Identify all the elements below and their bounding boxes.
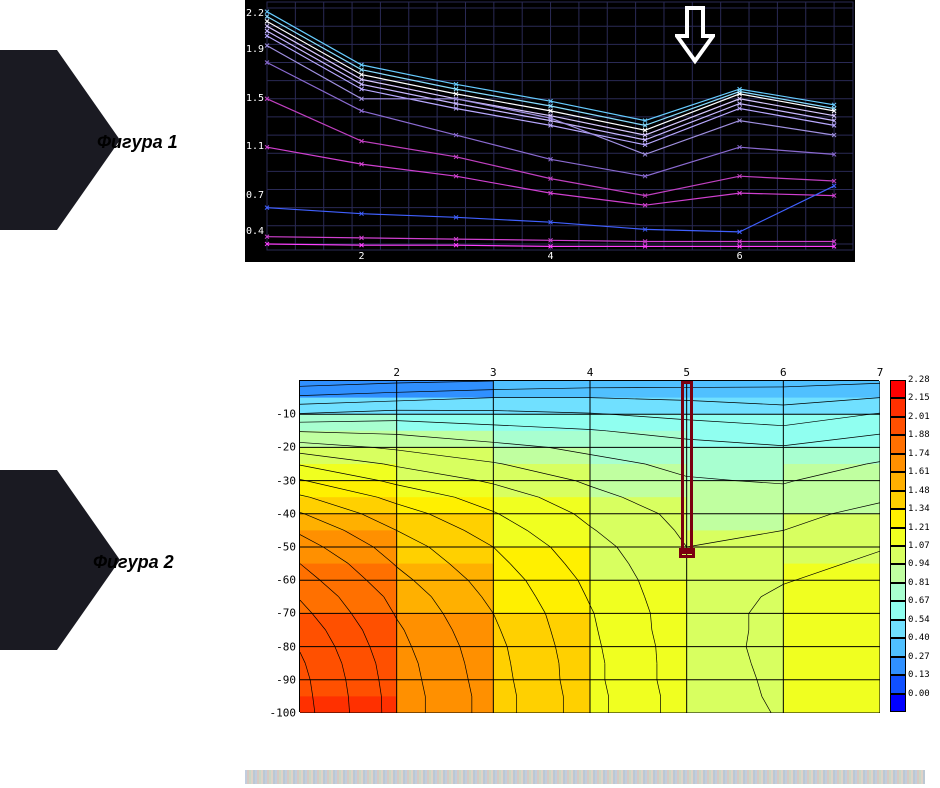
- colorbar-label: 2.28: [908, 375, 930, 385]
- noise-strip: [245, 770, 925, 784]
- colorbar-label: 0.54: [908, 615, 930, 625]
- colorbar-swatch: [890, 546, 906, 564]
- colorbar-swatch: [890, 564, 906, 582]
- colorbar-label: 0.13: [908, 670, 930, 680]
- colorbar-swatch: [890, 472, 906, 490]
- fig2-xtick: 2: [393, 366, 400, 379]
- fig2-ytick: -40: [276, 507, 296, 520]
- colorbar-label: 1.61: [908, 467, 930, 477]
- colorbar-swatch: [890, 694, 906, 712]
- colorbar-swatch: [890, 435, 906, 453]
- colorbar-label: 1.34: [908, 504, 930, 514]
- down-arrow-icon: [675, 6, 715, 70]
- fig2-ytick: -20: [276, 441, 296, 454]
- colorbar-label: 1.07: [908, 541, 930, 551]
- fig2-ytick: -30: [276, 474, 296, 487]
- colorbar-label: 0.94: [908, 559, 930, 569]
- fig1-ytick: 1.9: [246, 44, 264, 55]
- fig1-ytick: 2.2: [246, 8, 264, 19]
- fig1-ytick: 1.1: [246, 141, 264, 152]
- colorbar-swatch: [890, 491, 906, 509]
- colorbar-swatch: [890, 528, 906, 546]
- colorbar-swatch: [890, 398, 906, 416]
- colorbar-swatch: [890, 417, 906, 435]
- fig2-ytick: -70: [276, 607, 296, 620]
- colorbar-label: 0.27: [908, 652, 930, 662]
- colorbar: 2.282.152.011.881.741.611.481.341.211.07…: [890, 380, 940, 712]
- fig1-xtick: 6: [737, 251, 743, 262]
- fig1-chart: 0.4 0.7 1.1 1.5 1.9 2.2 2 4 6: [245, 0, 855, 262]
- colorbar-label: 0.67: [908, 596, 930, 606]
- fig2-xtick: 5: [683, 366, 690, 379]
- colorbar-label: 0.00: [908, 689, 930, 699]
- fig2-ytick: -10: [276, 408, 296, 421]
- fig1-xtick: 4: [548, 251, 554, 262]
- fig2-chart: -10 -20 -30 -40 -50 -60 -70 -80 -90 -100 2 3 4 5 6 7 2…: [245, 362, 940, 724]
- colorbar-label: 1.21: [908, 523, 930, 533]
- colorbar-swatch: [890, 675, 906, 693]
- colorbar-label: 2.01: [908, 412, 930, 422]
- anomaly-marker-tip: [679, 548, 695, 558]
- label-fig1: Фигура 1: [97, 132, 178, 153]
- colorbar-label: 0.40: [908, 633, 930, 643]
- fig1-ytick: 0.4: [246, 226, 264, 237]
- fig2-xtick: 3: [490, 366, 497, 379]
- colorbar-swatch: [890, 601, 906, 619]
- fig2-ytick: -80: [276, 640, 296, 653]
- colorbar-label: 2.15: [908, 393, 930, 403]
- fig2-ytick: -50: [276, 541, 296, 554]
- colorbar-swatch: [890, 638, 906, 656]
- colorbar-swatch: [890, 657, 906, 675]
- label-fig2: Фигура 2: [93, 552, 174, 573]
- fig1-ytick: 1.5: [246, 93, 264, 104]
- fig2-ytick: -100: [270, 707, 297, 720]
- colorbar-swatch: [890, 620, 906, 638]
- anomaly-marker: [681, 381, 693, 554]
- colorbar-swatch: [890, 583, 906, 601]
- fig2-ytick: -90: [276, 673, 296, 686]
- colorbar-swatch: [890, 454, 906, 472]
- colorbar-label: 0.81: [908, 578, 930, 588]
- fig2-xtick: 6: [780, 366, 787, 379]
- colorbar-label: 1.88: [908, 430, 930, 440]
- fig2-xtick: 7: [877, 366, 884, 379]
- fig2-ytick: -60: [276, 574, 296, 587]
- colorbar-swatch: [890, 380, 906, 398]
- fig2-xtick: 4: [587, 366, 594, 379]
- colorbar-swatch: [890, 509, 906, 527]
- colorbar-label: 1.48: [908, 486, 930, 496]
- colorbar-label: 1.74: [908, 449, 930, 459]
- fig1-ytick: 0.7: [246, 190, 264, 201]
- fig1-xtick: 2: [359, 251, 365, 262]
